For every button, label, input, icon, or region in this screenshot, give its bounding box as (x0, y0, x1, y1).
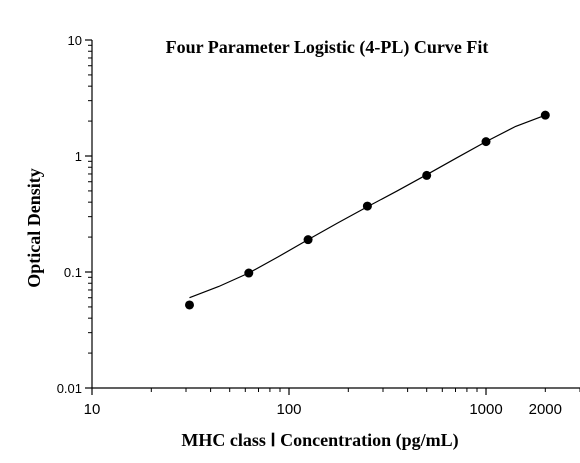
y-axis-label: Optical Density (24, 168, 44, 288)
y-tick-label: 10 (68, 33, 82, 48)
x-tick-label: 1000 (469, 401, 502, 418)
axes: 10 100 1000 2000 0.01 0.1 1 10 (57, 33, 580, 418)
data-point (244, 268, 254, 278)
x-tick-label: 10 (84, 401, 101, 418)
data-point (422, 170, 432, 180)
x-tick-label: 100 (276, 401, 301, 418)
chart-title: Four Parameter Logistic (4-PL) Curve Fit (166, 37, 489, 58)
x-tick-label: 2000 (529, 401, 562, 418)
data-point (540, 110, 550, 120)
y-tick-label: 0.01 (57, 381, 82, 396)
y-tick-label: 0.1 (64, 265, 82, 280)
data-point (481, 137, 491, 147)
x-axis-label: MHC class Ⅰ Concentration (pg/mL) (181, 430, 458, 451)
data-point (184, 300, 194, 310)
data-point (362, 201, 372, 211)
points-layer (184, 110, 550, 310)
data-point (303, 235, 313, 245)
y-tick-label: 1 (75, 149, 82, 164)
